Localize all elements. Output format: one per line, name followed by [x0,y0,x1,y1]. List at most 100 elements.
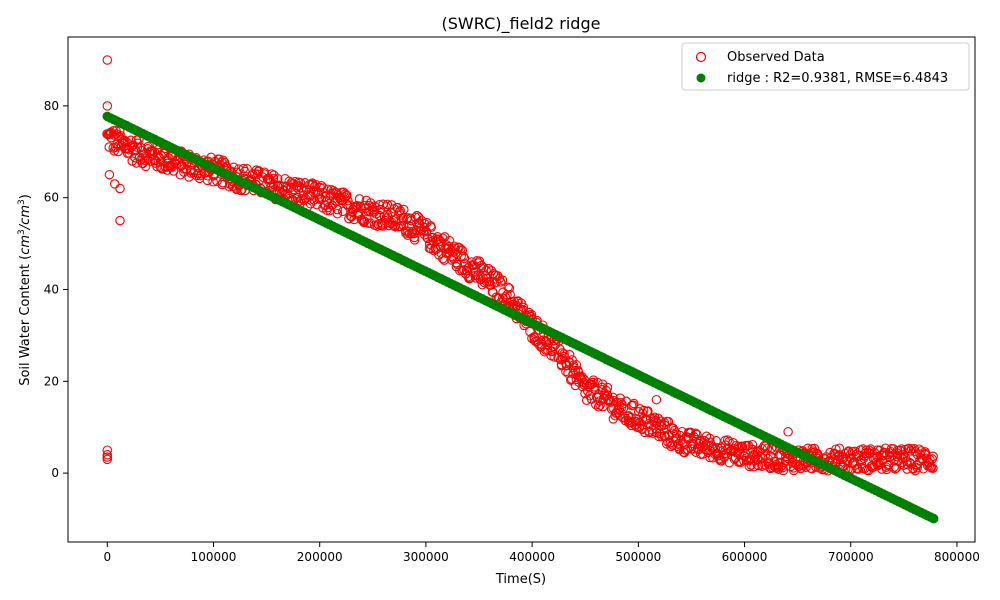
observed-point [711,436,721,446]
ridge-prediction-series [102,111,939,524]
observed-point [573,365,583,376]
observed-point [409,235,420,245]
observed-point [861,445,871,456]
observed-point [402,214,412,224]
observed-point [354,194,365,204]
observed-point [458,251,469,262]
chart-title: (SWRC)_field2 ridge [442,14,601,34]
observed-point [724,436,734,447]
observed-point [834,443,845,453]
observed-point [475,270,485,281]
y-axis-label-exp-1: 3 [17,229,27,235]
observed-point [928,451,938,462]
observed-point [724,457,735,468]
observed-point [417,225,427,235]
x-tick-label: 500000 [615,550,661,564]
observed-point [108,126,119,136]
observed-point [104,169,115,180]
observed-point [503,282,513,293]
observed-point [856,459,867,469]
x-tick-label: 100000 [191,550,237,564]
observed-point [342,190,352,201]
observed-point [809,443,820,454]
observed-point [202,175,213,186]
x-tick-label: 800000 [934,550,980,564]
observed-point [179,167,189,177]
observed-point [509,296,519,307]
legend-label-ridge: ridge : R2=0.9381, RMSE=6.4843 [727,71,948,86]
observed-point [426,222,436,233]
legend-marker-ridge [696,73,706,83]
observed-point [497,275,508,285]
observed-point [115,183,125,194]
observed-point [853,464,863,474]
legend: Observed Data ridge : R2=0.9381, RMSE=6.… [681,42,970,91]
observed-point [773,464,784,475]
observed-point [315,182,325,193]
observed-point [768,445,778,455]
observed-point [602,382,613,393]
observed-point [744,461,755,472]
observed-point [615,398,626,408]
observed-point [340,189,350,199]
observed-point [682,444,693,455]
x-tick-label: 700000 [828,550,874,564]
observed-point [593,402,604,412]
observed-point [634,417,645,428]
observed-point [914,444,924,454]
observed-point [751,451,761,462]
y-axis-label-main: Soil Water Content ( [18,255,33,386]
observed-point [734,456,745,466]
observed-point [193,168,203,179]
observed-point [504,283,515,293]
observed-point [763,453,773,464]
observed-point [438,233,448,243]
observed-point [483,263,494,274]
x-tick-label: 0 [103,550,111,564]
observed-point [705,433,715,444]
y-axis-label-exp-2: 3 [17,199,27,205]
x-tick-label: 200000 [297,550,343,564]
observed-point [688,444,699,454]
observed-point [651,394,662,405]
x-tick-label: 600000 [722,550,768,564]
observed-point [273,174,283,184]
y-tick-label: 20 [44,374,59,388]
observed-point [242,164,252,174]
observed-point [778,465,789,476]
observed-point [912,462,922,473]
observed-point [218,155,228,166]
observed-point [332,204,343,215]
y-axis-label-unit-2: cm [18,205,33,225]
legend-marker-observed [695,51,707,63]
observed-point [616,402,627,412]
observed-point [754,446,764,456]
observed-point [439,255,450,265]
observed-point [890,464,900,474]
axes: 0 100000 200000 300000 400000 500000 600000 700… [44,36,980,564]
observed-point [928,463,938,474]
observed-point [382,199,393,210]
observed-point [410,212,421,223]
observed-point [212,176,222,186]
observed-point [102,55,113,65]
observed-point [495,277,506,287]
observed-point [579,374,589,385]
observed-point [300,178,310,188]
observed-point [359,217,369,228]
observed-point [843,447,854,457]
observed-point [102,101,113,111]
x-tick-label: 300000 [403,550,449,564]
observed-point [559,349,569,359]
observed-point [102,450,113,460]
observed-point [449,241,459,251]
y-axis-label-sep: / [18,223,33,230]
x-axis-label: Time(S) [495,572,546,587]
observed-point [690,428,701,439]
observed-point [111,129,122,139]
observed-point [343,195,353,206]
observed-point [500,292,511,302]
y-tick-label: 60 [44,191,59,205]
y-tick-label: 80 [44,99,59,113]
